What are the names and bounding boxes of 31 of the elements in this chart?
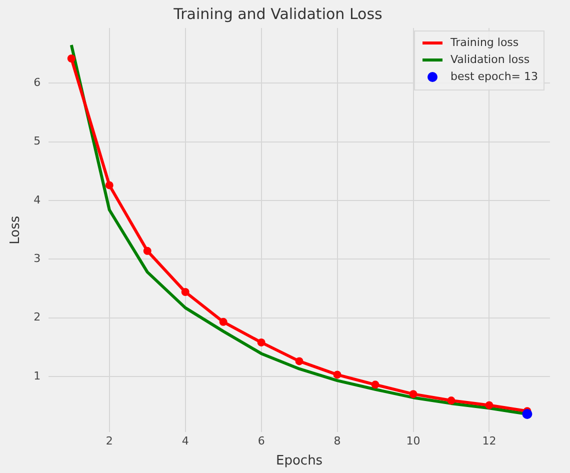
- x-axis-title: Epochs: [276, 454, 323, 469]
- point: [522, 409, 532, 420]
- point: [67, 54, 76, 63]
- point: [371, 380, 380, 389]
- point: [333, 370, 342, 379]
- x-tick-label: 4: [182, 434, 189, 448]
- y-tick-label: 6: [34, 76, 41, 90]
- point: [295, 357, 304, 366]
- point: [447, 396, 456, 405]
- y-tick-label: 4: [34, 193, 41, 206]
- legend-label: best epoch= 13: [450, 70, 538, 83]
- y-tick-label: 3: [34, 252, 41, 265]
- x-tick-label: 10: [406, 434, 420, 448]
- x-tick-label: 8: [334, 434, 341, 448]
- y-tick-label: 1: [34, 369, 41, 382]
- point: [257, 338, 266, 346]
- y-axis-title: Loss: [8, 216, 24, 244]
- point: [219, 318, 228, 326]
- chart-title: Training and Validation Loss: [172, 4, 383, 23]
- x-tick-label: 6: [258, 434, 265, 448]
- point: [485, 401, 494, 410]
- legend-label: Training loss: [450, 36, 519, 49]
- point: [409, 390, 418, 398]
- y-tick-label: 2: [34, 310, 41, 324]
- x-tick-label: 12: [482, 434, 496, 448]
- legend-label: Validation loss: [450, 52, 530, 66]
- point: [105, 181, 114, 190]
- point: [181, 288, 190, 296]
- y-tick-label: 5: [34, 134, 41, 148]
- x-tick-label: 2: [106, 434, 113, 448]
- point: [143, 246, 152, 255]
